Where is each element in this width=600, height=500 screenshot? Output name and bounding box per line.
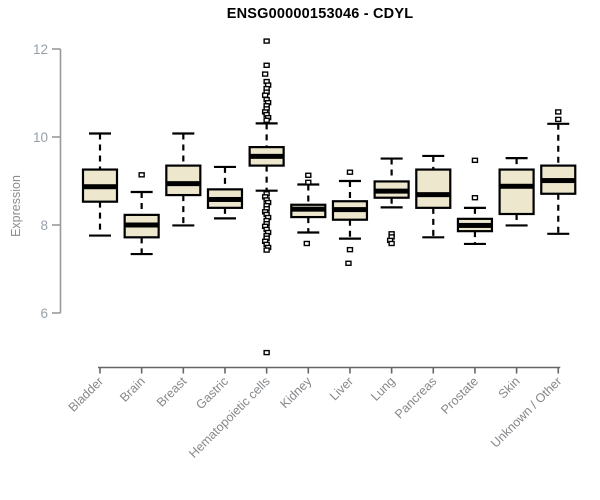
outlier-kidney — [305, 172, 312, 178]
outlier-kidney — [303, 240, 310, 247]
outlier-kidney — [305, 179, 312, 186]
y-tick-label: 12 — [33, 42, 48, 57]
x-category-label: Brain — [117, 374, 148, 405]
median-skin — [499, 183, 534, 189]
outlier-liver — [346, 246, 354, 253]
x-category-label: Skin — [496, 374, 523, 401]
median-pancreas — [416, 192, 451, 198]
box-skin — [498, 168, 535, 216]
outlier-unknown-other — [555, 116, 562, 123]
x-category-label: Prostate — [438, 374, 481, 417]
median-liver — [332, 207, 367, 213]
outlier-liver — [346, 169, 354, 175]
x-category-label: Breast — [154, 374, 190, 410]
y-tick-label: 8 — [40, 218, 48, 233]
y-axis-label: Expression — [9, 175, 23, 237]
median-brain — [124, 222, 159, 228]
x-category-label: Hematopoietic cells — [186, 374, 273, 461]
outlier-unknown-other — [555, 109, 562, 115]
median-gastric — [207, 196, 242, 202]
x-category-label: Kidney — [277, 374, 314, 411]
outlier-hematopoietic-cells — [263, 38, 270, 44]
median-hematopoietic-cells — [249, 153, 284, 159]
x-category-label: Lung — [368, 374, 398, 404]
median-unknown-other — [541, 178, 576, 184]
page-title: ENSG00000153046 - CDYL — [226, 6, 414, 22]
outlier-liver — [345, 260, 352, 266]
median-kidney — [291, 206, 326, 212]
box-breast — [165, 164, 202, 197]
outlier-lung — [388, 240, 395, 247]
outlier-hematopoietic-cells — [263, 62, 270, 68]
median-prostate — [457, 222, 492, 228]
outlier-prostate — [471, 157, 479, 164]
x-category-label: Bladder — [66, 374, 106, 414]
y-tick-label: 6 — [40, 306, 48, 321]
x-category-label: Unknown / Other — [488, 374, 564, 450]
outlier-prostate — [471, 195, 479, 201]
x-category-label: Pancreas — [392, 374, 439, 421]
box-pancreas — [415, 168, 452, 209]
median-breast — [166, 181, 201, 187]
median-bladder — [83, 184, 117, 190]
outlier-hematopoietic-cells — [263, 117, 270, 123]
outlier-hematopoietic-cells — [261, 92, 269, 98]
outlier-hematopoietic-cells — [263, 349, 270, 356]
y-tick-label: 10 — [33, 130, 48, 145]
x-category-label: Liver — [327, 374, 356, 403]
median-lung — [374, 188, 409, 194]
x-category-label: Gastric — [193, 374, 231, 412]
outlier-hematopoietic-cells — [263, 247, 270, 253]
outlier-brain — [138, 172, 145, 178]
outlier-hematopoietic-cells — [261, 71, 269, 77]
